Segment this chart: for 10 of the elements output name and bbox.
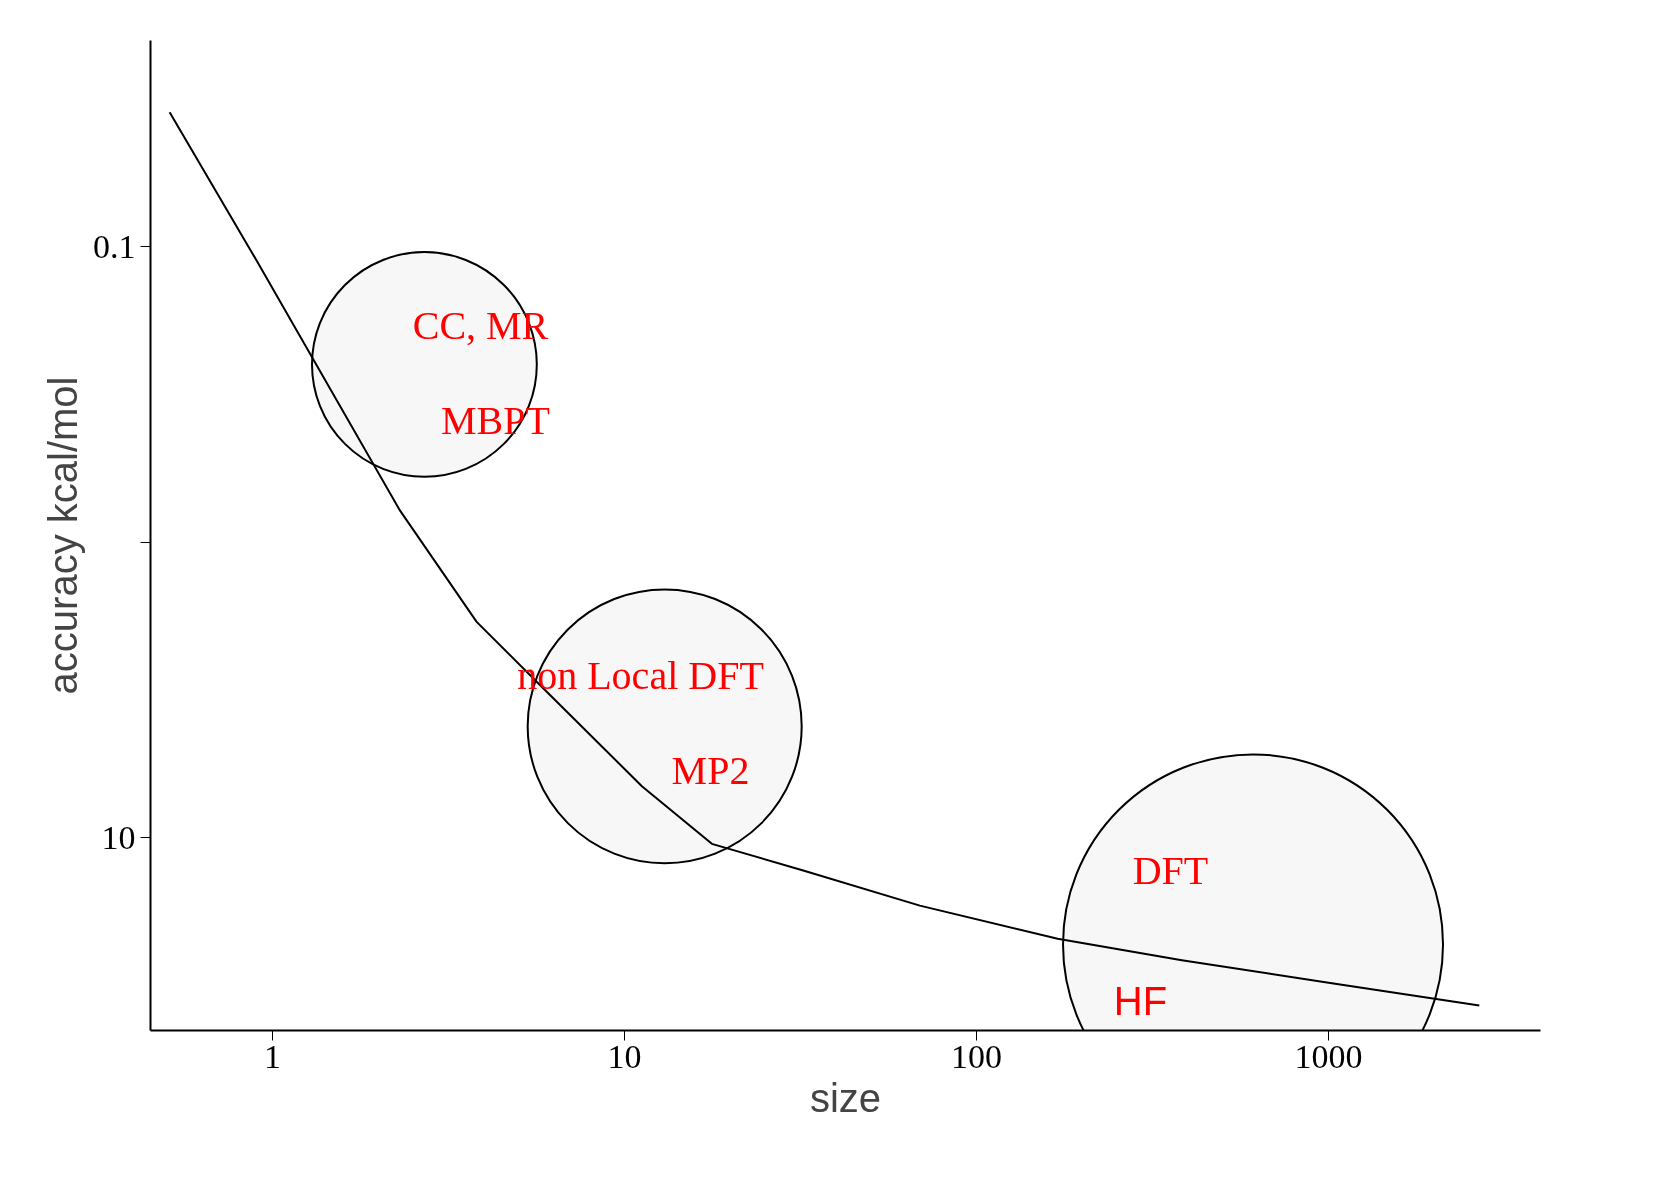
x-tick-label: 1 <box>264 1037 282 1075</box>
annotation: HF <box>1113 978 1168 1023</box>
x-tick-label: 100 <box>951 1037 1003 1075</box>
y-axis-title: accuracy kcal/mol <box>41 376 85 695</box>
annotation: DFT <box>1132 848 1209 893</box>
x-axis-title: size <box>809 1075 882 1120</box>
x-tick-label: 1000 <box>1294 1037 1363 1075</box>
annotation: MP2 <box>671 748 750 793</box>
x-tick-label: 10 <box>607 1037 642 1075</box>
y-tick-label: 0.1 <box>93 227 136 265</box>
